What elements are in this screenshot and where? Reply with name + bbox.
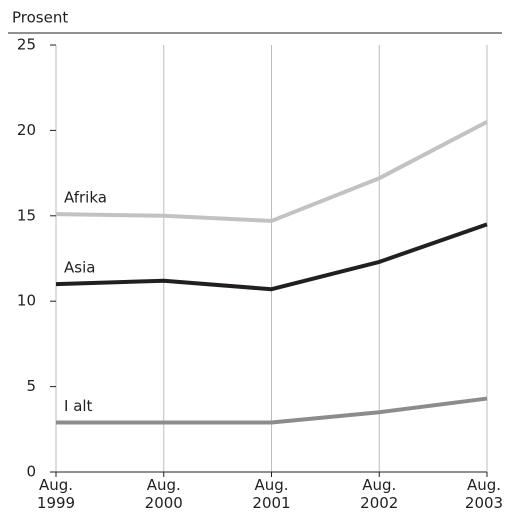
series-label: I alt bbox=[64, 397, 93, 415]
y-tick-label: 25 bbox=[17, 36, 36, 54]
y-axis-label: Prosent bbox=[12, 9, 68, 27]
y-tick-label: 10 bbox=[17, 292, 36, 310]
x-tick-label: Aug. 2001 bbox=[252, 476, 291, 512]
series-line bbox=[56, 396, 488, 425]
y-tick-label: 0 bbox=[26, 463, 36, 481]
x-tick-label: Aug. 2003 bbox=[464, 476, 504, 512]
x-tick-label: Aug. 2000 bbox=[144, 476, 183, 512]
y-tick-label: 20 bbox=[17, 121, 36, 139]
series-line bbox=[55, 222, 488, 292]
x-tick-label: Aug. 1999 bbox=[36, 476, 76, 512]
y-tick-label: 5 bbox=[26, 377, 36, 395]
x-tick-label: Aug. 2002 bbox=[360, 476, 399, 512]
series-label: Afrika bbox=[64, 189, 107, 207]
y-tick-label: 15 bbox=[17, 206, 36, 224]
series-label: Asia bbox=[64, 259, 95, 277]
series-line bbox=[55, 120, 488, 223]
